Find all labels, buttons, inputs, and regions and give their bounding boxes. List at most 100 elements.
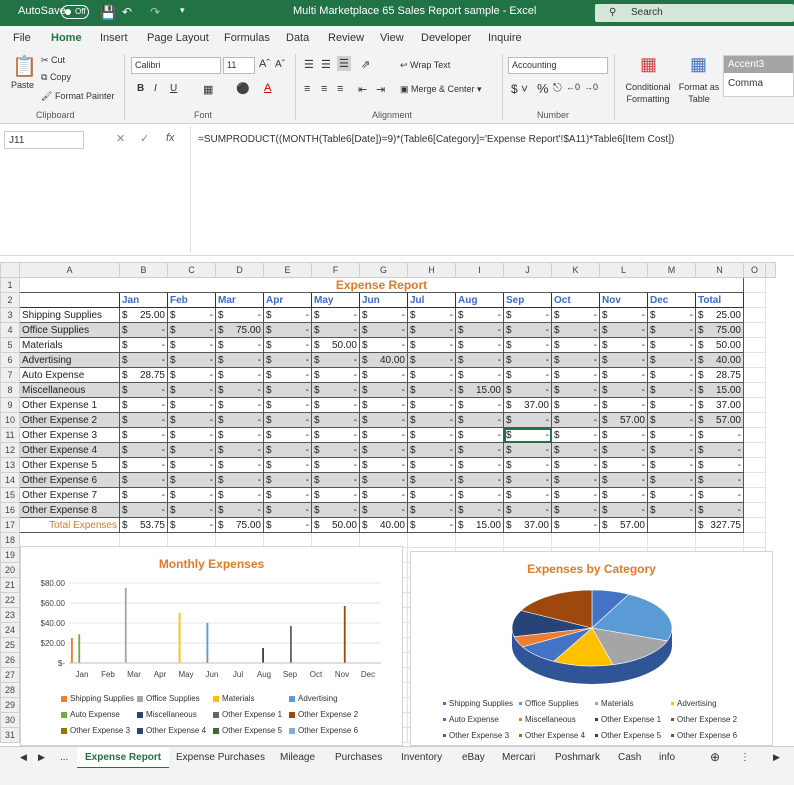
category-cell[interactable]: Shipping Supplies	[19, 307, 120, 323]
row-header[interactable]: 21	[0, 577, 20, 593]
amount-cell[interactable]: $ -	[263, 382, 312, 398]
category-cell[interactable]: Other Expense 8	[19, 502, 120, 518]
amount-cell[interactable]: $ -	[599, 307, 648, 323]
column-header[interactable]: K	[551, 262, 600, 278]
amount-cell[interactable]: $ -	[167, 502, 216, 518]
amount-cell[interactable]: $ -	[503, 367, 552, 383]
amount-cell[interactable]: $ -	[311, 412, 360, 428]
row-header[interactable]: 8	[0, 382, 20, 398]
amount-cell[interactable]: $ -	[263, 367, 312, 383]
amount-cell[interactable]: $ -	[647, 412, 696, 428]
category-cell[interactable]: Office Supplies	[19, 322, 120, 338]
amount-cell[interactable]: $ -	[311, 382, 360, 398]
amount-cell[interactable]: $ -	[167, 322, 216, 338]
amount-cell[interactable]: $ -	[263, 412, 312, 428]
row-header[interactable]: 14	[0, 472, 20, 488]
amount-cell[interactable]: $ -	[167, 337, 216, 353]
amount-cell[interactable]: $ -	[551, 337, 600, 353]
grand-total-cell[interactable]: $327.75	[695, 517, 744, 533]
sheet-tab-poshmark[interactable]: Poshmark	[555, 752, 601, 763]
tab-review[interactable]: Review	[328, 32, 365, 44]
insert-function-icon[interactable]: fx	[166, 132, 175, 144]
amount-cell[interactable]: $ -	[311, 322, 360, 338]
amount-cell[interactable]: $ -	[503, 487, 552, 503]
empty-cell[interactable]	[695, 532, 744, 548]
amount-cell[interactable]: $ -	[503, 337, 552, 353]
comma-style-icon[interactable]: ⎋	[553, 82, 562, 94]
currency-icon[interactable]: $ ˅	[511, 82, 529, 96]
amount-cell[interactable]: $ -	[455, 307, 504, 323]
amount-cell[interactable]: $ -	[647, 502, 696, 518]
amount-cell[interactable]: $ -	[311, 307, 360, 323]
amount-cell[interactable]: $ -	[167, 412, 216, 428]
amount-cell[interactable]: $ -	[119, 352, 168, 368]
column-header[interactable]	[765, 262, 776, 278]
empty-cell[interactable]	[743, 337, 766, 353]
amount-cell[interactable]: $ -	[503, 457, 552, 473]
category-cell[interactable]: Other Expense 7	[19, 487, 120, 503]
amount-cell[interactable]: $ -	[359, 472, 408, 488]
amount-cell[interactable]: $ -	[503, 412, 552, 428]
amount-cell[interactable]: $ -	[359, 442, 408, 458]
amount-cell[interactable]: $ -	[263, 337, 312, 353]
amount-cell[interactable]: $ -	[215, 472, 264, 488]
amount-cell[interactable]: $ -	[599, 352, 648, 368]
row-header[interactable]: 7	[0, 367, 20, 383]
fill-color-icon[interactable]: ⚫	[236, 83, 250, 95]
amount-cell[interactable]: $ -	[119, 487, 168, 503]
amount-cell[interactable]: $ -	[551, 382, 600, 398]
month-header[interactable]: Mar	[215, 292, 264, 308]
column-header[interactable]: F	[311, 262, 360, 278]
row-header[interactable]: 20	[0, 562, 20, 578]
month-header[interactable]: Dec	[647, 292, 696, 308]
amount-cell[interactable]: $ -	[647, 427, 696, 443]
amount-cell[interactable]: $ -	[455, 502, 504, 518]
month-total-cell[interactable]: $50.00	[311, 517, 360, 533]
redo-icon[interactable]: ↷	[150, 5, 161, 19]
month-total-cell[interactable]: $40.00	[359, 517, 408, 533]
column-header[interactable]: E	[263, 262, 312, 278]
amount-cell[interactable]: $ -	[647, 397, 696, 413]
row-total-cell[interactable]: $57.00	[695, 412, 744, 428]
row-total-cell[interactable]: $15.00	[695, 382, 744, 398]
style-accent3[interactable]: Accent3	[724, 56, 793, 73]
amount-cell[interactable]: $ -	[167, 487, 216, 503]
empty-cell[interactable]	[743, 487, 766, 503]
empty-cell[interactable]	[743, 412, 766, 428]
column-header[interactable]: D	[215, 262, 264, 278]
sheet-tab-ebay[interactable]: eBay	[462, 752, 485, 763]
empty-cell[interactable]	[743, 427, 766, 443]
amount-cell[interactable]: $ -	[647, 322, 696, 338]
amount-cell[interactable]: $ -	[551, 307, 600, 323]
monthly-expenses-chart[interactable]: Monthly Expenses $80.00 $60.00 $40.00 $20.0…	[20, 546, 403, 746]
column-header[interactable]: J	[503, 262, 552, 278]
amount-cell[interactable]: $ -	[647, 307, 696, 323]
amount-cell[interactable]: $ -	[455, 412, 504, 428]
amount-cell[interactable]: $ -	[551, 487, 600, 503]
row-header[interactable]: 9	[0, 397, 20, 413]
empty-cell[interactable]	[743, 292, 766, 308]
row-header[interactable]: 5	[0, 337, 20, 353]
row-total-cell[interactable]: $ -	[695, 487, 744, 503]
customize-toolbar-icon[interactable]: ▾	[180, 5, 185, 15]
empty-cell[interactable]	[455, 532, 504, 548]
amount-cell[interactable]: $ -	[599, 442, 648, 458]
amount-cell[interactable]: $ -	[407, 457, 456, 473]
sheet-tab-mercari[interactable]: Mercari	[502, 752, 536, 763]
amount-cell[interactable]: $15.00	[455, 382, 504, 398]
save-icon[interactable]: 💾	[100, 5, 117, 20]
empty-cell[interactable]	[743, 472, 766, 488]
number-format-dropdown[interactable]: Accounting	[508, 57, 608, 74]
category-header-cell[interactable]	[19, 292, 120, 308]
amount-cell[interactable]: $ -	[215, 352, 264, 368]
enter-icon[interactable]: ✓	[140, 133, 150, 145]
tab-data[interactable]: Data	[286, 32, 310, 44]
amount-cell[interactable]: $ -	[119, 457, 168, 473]
cancel-icon[interactable]: ✕	[116, 133, 126, 145]
row-header[interactable]: 30	[0, 712, 20, 728]
column-header[interactable]: N	[695, 262, 744, 278]
amount-cell[interactable]: $ -	[599, 457, 648, 473]
row-header[interactable]: 27	[0, 667, 20, 683]
month-header[interactable]: Jan	[119, 292, 168, 308]
tab-formulas[interactable]: Formulas	[224, 32, 270, 44]
